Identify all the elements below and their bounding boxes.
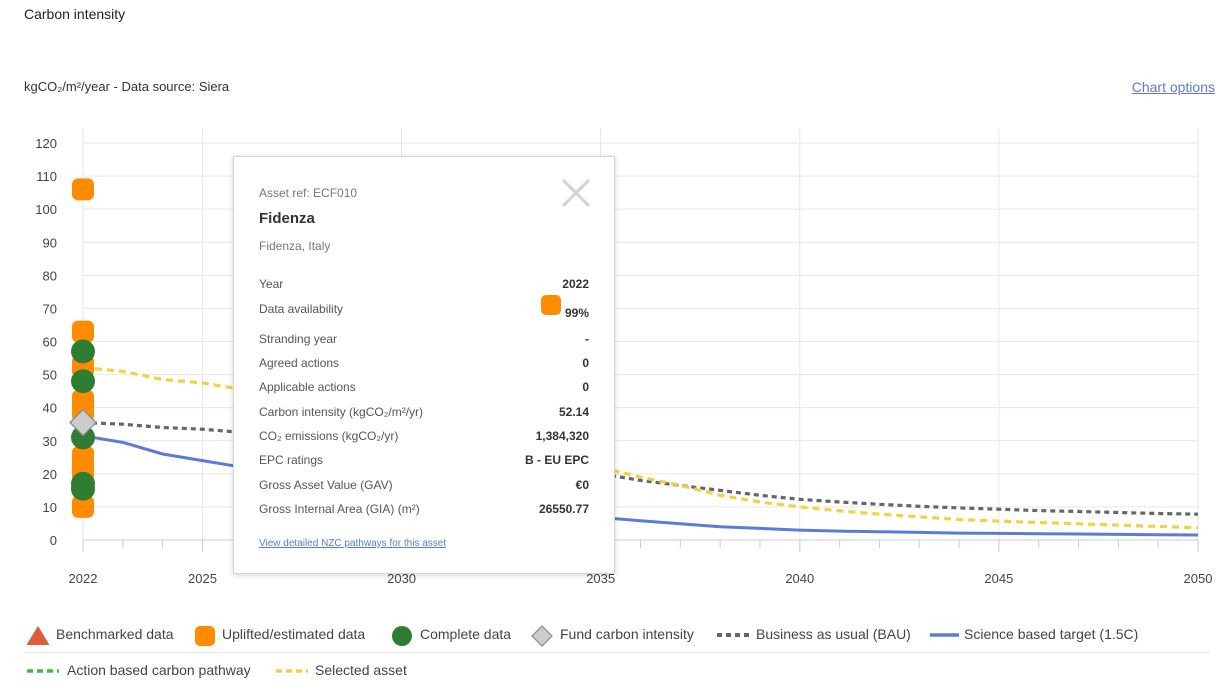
tooltip-row-label: CO₂ emissions (kgCO₂/yr)	[259, 429, 399, 443]
units-source-label: kgCO₂/m²/year - Data source: Siera	[24, 79, 230, 94]
close-icon[interactable]	[558, 175, 594, 211]
tooltip-row-data-availability: Data availability 99%	[259, 295, 589, 320]
circle-icon	[392, 626, 412, 646]
chart-options-link[interactable]: Chart options	[1131, 79, 1215, 95]
diamond-icon	[531, 625, 553, 647]
y-tick-label-10: 100	[35, 202, 57, 217]
y-tick-label-7: 70	[43, 301, 57, 316]
series-line-2	[82, 366, 1199, 530]
complete-data-point-10	[71, 425, 95, 450]
tooltip-row-value: 99%	[564, 306, 589, 320]
tooltip-asset-location: Fidenza, Italy	[259, 239, 331, 253]
tooltip-row-value: 0	[582, 356, 589, 370]
y-tick-label-6: 60	[43, 335, 57, 350]
x-tick-label-1: 2025	[188, 571, 217, 586]
tooltip-row-co2-emissions: CO₂ emissions (kgCO₂/yr) 1,384,320	[259, 429, 589, 447]
tooltip-row-value: 1,384,320	[535, 429, 589, 443]
y-tick-label-4: 40	[43, 401, 57, 416]
y-tick-label-11: 110	[36, 169, 57, 184]
y-tick-label-12: 120	[35, 136, 57, 151]
chart-title: Carbon intensity	[24, 6, 126, 22]
tooltip-row-gross-internal-area: Gross Internal Area (GIA) (m²) 26550.77	[259, 502, 589, 520]
rounded-square-icon	[195, 626, 215, 646]
dashed-line-icon	[276, 669, 308, 673]
legend-divider	[24, 652, 1210, 653]
y-tick-label-2: 20	[43, 467, 57, 482]
tooltip-row-stranding-year: Stranding year -	[259, 332, 589, 350]
tooltip-row-value: €0	[575, 478, 589, 492]
complete-data-point-9	[71, 369, 95, 394]
complete-data-point-8	[71, 339, 95, 364]
data-points	[69, 178, 97, 518]
uplifted-data-point-1	[72, 320, 94, 343]
tooltip-row-applicable-actions: Applicable actions 0	[259, 380, 589, 398]
legend-label: Action based carbon pathway	[67, 662, 251, 678]
tooltip-row-label: Gross Internal Area (GIA) (m²)	[259, 502, 420, 516]
x-tick-label-2: 2030	[387, 571, 416, 586]
series-line-0	[82, 421, 1199, 516]
asset-tooltip: Asset ref: ECF010 Fidenza Fidenza, Italy…	[233, 156, 615, 574]
tooltip-row-label: Year	[259, 277, 284, 291]
availability-indicator-icon	[541, 295, 561, 315]
view-nzc-pathways-link[interactable]: View detailed NZC pathways for this asse…	[259, 538, 447, 549]
legend-label: Uplifted/estimated data	[222, 626, 366, 642]
tooltip-row-label: Data availability	[259, 302, 344, 316]
uplifted-data-point-0	[72, 178, 94, 201]
tooltip-row-label: EPC ratings	[259, 453, 324, 467]
legend-label: Science based target (1.5C)	[964, 626, 1139, 642]
tooltip-row-gross-asset-value: Gross Asset Value (GAV) €0	[259, 478, 589, 496]
tooltip-row-label: Agreed actions	[259, 356, 340, 370]
tooltip-row-value: 0	[582, 380, 589, 394]
legend-label: Benchmarked data	[56, 626, 174, 642]
tooltip-row-year: Year 2022	[259, 277, 589, 295]
dashed-line-icon	[27, 669, 59, 673]
tooltip-row-value: 26550.77	[538, 502, 589, 516]
tooltip-row-label: Applicable actions	[259, 380, 356, 394]
dotted-line-icon	[717, 633, 749, 637]
y-tick-label-8: 80	[43, 268, 57, 283]
tooltip-row-value: 2022	[562, 277, 589, 291]
y-tick-label-0: 0	[50, 533, 57, 548]
legend-label: Business as usual (BAU)	[756, 626, 911, 642]
x-tick-label-4: 2040	[785, 571, 814, 586]
tooltip-row-label: Carbon intensity (kgCO₂/m²/yr)	[259, 405, 424, 419]
x-tick-label-3: 2035	[586, 571, 615, 586]
legend-label: Selected asset	[315, 662, 407, 678]
complete-data-point-12	[71, 476, 95, 501]
x-tick-label-6: 2050	[1184, 571, 1213, 586]
y-tick-label-3: 30	[43, 434, 57, 449]
tooltip-asset-ref: Asset ref: ECF010	[259, 186, 358, 200]
triangle-icon	[26, 626, 50, 645]
tooltip-row-agreed-actions: Agreed actions 0	[259, 356, 589, 374]
uplifted-data-point-7	[72, 495, 94, 518]
legend-label: Complete data	[420, 626, 512, 642]
y-tick-label-5: 50	[43, 368, 57, 383]
tooltip-row-value: -	[585, 332, 589, 346]
tooltip-row-value: 52.14	[558, 405, 589, 419]
tooltip-row-epc-ratings: EPC ratings B - EU EPC	[259, 453, 589, 471]
tooltip-row-label: Gross Asset Value (GAV)	[259, 478, 393, 492]
solid-line-icon	[930, 633, 959, 637]
tooltip-row-carbon-intensity: Carbon intensity (kgCO₂/m²/yr) 52.14	[259, 405, 589, 423]
tooltip-row-value: B - EU EPC	[524, 453, 589, 467]
tooltip-row-label: Stranding year	[259, 332, 338, 346]
x-tick-label-5: 2045	[984, 571, 1013, 586]
y-tick-label-9: 90	[43, 235, 57, 250]
fund-carbon-intensity-point	[69, 408, 97, 437]
x-tick-label-0: 2022	[69, 571, 98, 586]
tooltip-asset-name: Fidenza	[259, 210, 315, 227]
legend-label: Fund carbon intensity	[560, 626, 694, 642]
y-tick-label-1: 10	[43, 500, 57, 515]
